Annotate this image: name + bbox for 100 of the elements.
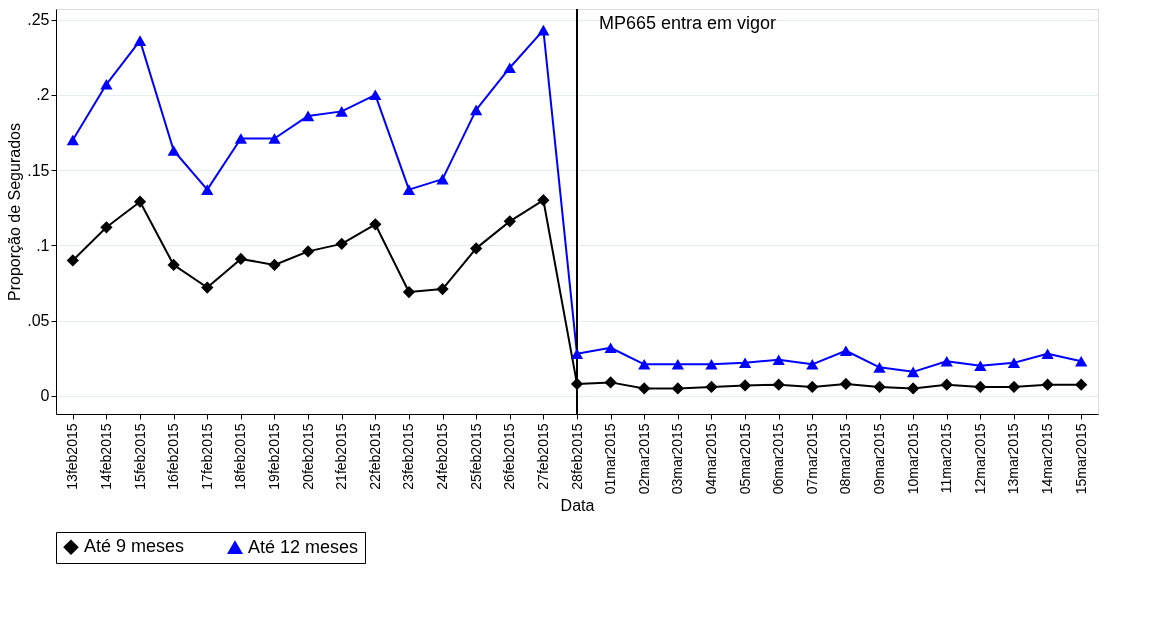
point <box>167 258 180 272</box>
point <box>301 110 315 122</box>
x-tick-label: 06mar2015 <box>770 423 787 495</box>
point <box>470 242 483 255</box>
point <box>772 354 785 366</box>
x-tick-label: 01mar2015 <box>602 423 619 495</box>
x-tick-label: 25feb2015 <box>467 423 484 490</box>
x-tick-label: 07mar2015 <box>803 423 820 495</box>
x-tick-label: 19feb2015 <box>265 423 282 490</box>
point <box>234 252 247 266</box>
point <box>100 221 113 234</box>
point <box>570 377 584 391</box>
point <box>470 104 483 116</box>
ref-line-label: MP665 entra em vigor <box>599 13 777 33</box>
x-tick-label: 15feb2015 <box>131 423 148 490</box>
point <box>201 281 214 294</box>
point <box>268 258 281 272</box>
y-tick-label: .2 <box>36 86 50 104</box>
y-tick-label: 0 <box>40 387 50 405</box>
x-tick-label: 15mar2015 <box>1072 423 1089 495</box>
x-tick-label: 22feb2015 <box>366 423 383 490</box>
point <box>436 282 449 296</box>
point <box>940 356 953 367</box>
x-tick-label: 08mar2015 <box>837 423 854 495</box>
x-tick-label: 18feb2015 <box>232 423 249 490</box>
point <box>402 184 416 195</box>
point <box>201 184 214 195</box>
x-tick-label: 14feb2015 <box>97 423 114 490</box>
point <box>268 133 281 144</box>
x-tick-label: 14mar2015 <box>1039 423 1056 495</box>
point <box>335 106 348 117</box>
point <box>1075 378 1088 391</box>
point <box>705 359 718 370</box>
point <box>369 89 382 101</box>
x-tick-label: 23feb2015 <box>400 423 417 490</box>
point <box>167 145 180 156</box>
x-tick-label: 21feb2015 <box>333 423 350 490</box>
point <box>839 377 853 391</box>
y-axis-title: Proporção de Segurados <box>6 123 24 301</box>
x-tick-label: 10mar2015 <box>904 423 921 495</box>
point <box>671 382 684 395</box>
point <box>402 285 416 299</box>
point <box>873 380 886 394</box>
x-tick-label: 12mar2015 <box>971 423 988 495</box>
x-tick-label: 05mar2015 <box>736 423 753 495</box>
x-tick-label: 27feb2015 <box>534 423 551 490</box>
y-tick-label: .25 <box>27 11 50 29</box>
y-tick-label: .05 <box>27 312 50 330</box>
point <box>974 360 987 372</box>
x-axis-title: Data <box>560 497 595 515</box>
point <box>907 366 920 378</box>
x-tick-label: 11mar2015 <box>938 423 955 494</box>
x-tick-label: 28feb2015 <box>568 423 585 490</box>
point <box>335 237 348 250</box>
point <box>1041 378 1054 391</box>
point <box>100 78 113 90</box>
point <box>570 348 584 360</box>
point <box>907 382 920 395</box>
point <box>873 362 886 373</box>
point <box>705 380 718 394</box>
point <box>133 195 147 208</box>
point <box>503 62 516 74</box>
point <box>436 173 449 185</box>
x-tick-label: 03mar2015 <box>669 423 686 495</box>
point <box>66 254 79 267</box>
point <box>638 382 651 395</box>
point <box>537 24 550 36</box>
point <box>638 359 651 370</box>
point <box>301 245 315 258</box>
point <box>1007 380 1021 394</box>
point <box>806 359 819 370</box>
x-tick-label: 13mar2015 <box>1005 423 1022 495</box>
point <box>66 134 79 146</box>
point <box>1075 356 1088 367</box>
x-tick-label: 02mar2015 <box>635 423 652 495</box>
x-tick-label: 16feb2015 <box>165 423 182 490</box>
point <box>234 133 247 144</box>
point <box>974 380 987 394</box>
point <box>604 342 617 354</box>
point <box>839 345 853 357</box>
point <box>1007 357 1021 369</box>
point <box>369 218 382 231</box>
x-tick-label: 17feb2015 <box>198 423 215 490</box>
point <box>738 379 752 392</box>
point <box>1041 348 1054 360</box>
point <box>537 194 550 207</box>
x-tick-label: 04mar2015 <box>702 423 719 495</box>
point <box>738 357 752 369</box>
point <box>940 378 953 391</box>
x-tick-label: 09mar2015 <box>871 423 888 495</box>
x-tick-label: 13feb2015 <box>64 423 81 490</box>
x-tick-label: 26feb2015 <box>501 423 518 490</box>
legend-label: Até 12 meses <box>248 536 359 557</box>
point <box>133 35 147 46</box>
x-tick-label: 20feb2015 <box>299 423 316 490</box>
y-tick-label: .1 <box>36 236 50 254</box>
point <box>604 376 617 389</box>
y-tick-label: .15 <box>27 161 50 179</box>
legend-label: Até 9 meses <box>84 536 185 557</box>
x-tick-label: 24feb2015 <box>434 423 451 490</box>
